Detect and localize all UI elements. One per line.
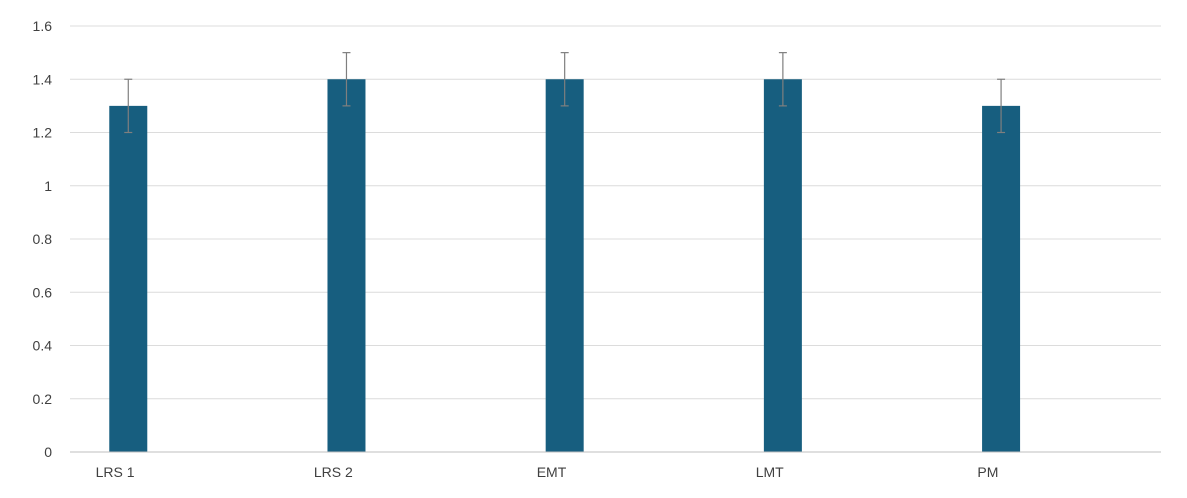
y-tick-label: 0.8 [33, 231, 53, 247]
x-axis: LRS 1 LRS 2 EMT LMT PM [70, 451, 1161, 480]
bar-lrs-1 [109, 105, 148, 452]
error-bar [997, 78, 1006, 134]
error-bar [342, 52, 351, 107]
error-bars [124, 52, 1006, 134]
bar-lmt [763, 79, 802, 452]
error-bar [778, 52, 787, 107]
y-tick-label: 0.4 [33, 338, 53, 354]
x-tick-label: LMT [756, 464, 784, 480]
x-tick-label: EMT [537, 464, 567, 480]
x-tick-label: PM [977, 464, 998, 480]
y-tick-label: 1.6 [33, 18, 53, 34]
bar-emt [545, 79, 584, 452]
y-axis: 0 0.2 0.4 0.6 0.8 1 1.2 1.4 1.6 [33, 18, 53, 460]
bars [109, 79, 1021, 452]
y-tick-label: 0 [44, 444, 52, 460]
y-tick-label: 1.4 [33, 71, 53, 87]
y-tick-label: 1.2 [33, 125, 53, 141]
bar-lrs-2 [327, 79, 366, 452]
bar-pm [982, 105, 1021, 452]
error-bar [124, 78, 133, 134]
y-tick-label: 0.6 [33, 284, 53, 300]
error-bar [560, 52, 569, 107]
y-tick-label: 1 [44, 178, 52, 194]
gridlines [70, 25, 1161, 400]
x-tick-label: LRS 1 [96, 464, 135, 480]
y-tick-label: 0.2 [33, 391, 53, 407]
x-tick-label: LRS 2 [314, 464, 353, 480]
